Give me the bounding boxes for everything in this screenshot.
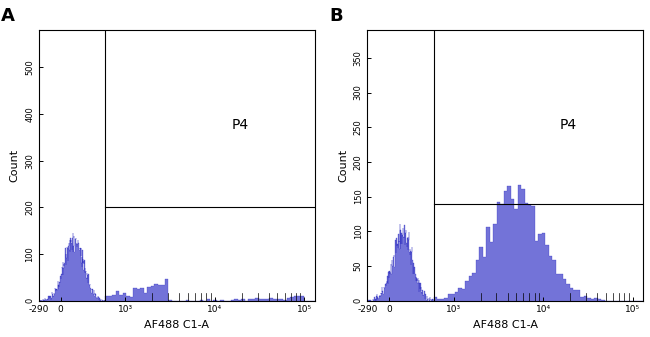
Text: B: B	[329, 7, 343, 25]
Text: P4: P4	[560, 118, 577, 132]
Y-axis label: Count: Count	[338, 149, 348, 182]
X-axis label: AF488 C1-A: AF488 C1-A	[473, 320, 538, 330]
X-axis label: AF488 C1-A: AF488 C1-A	[144, 320, 209, 330]
Y-axis label: Count: Count	[10, 149, 20, 182]
Text: A: A	[1, 7, 14, 25]
Text: P4: P4	[231, 118, 249, 132]
